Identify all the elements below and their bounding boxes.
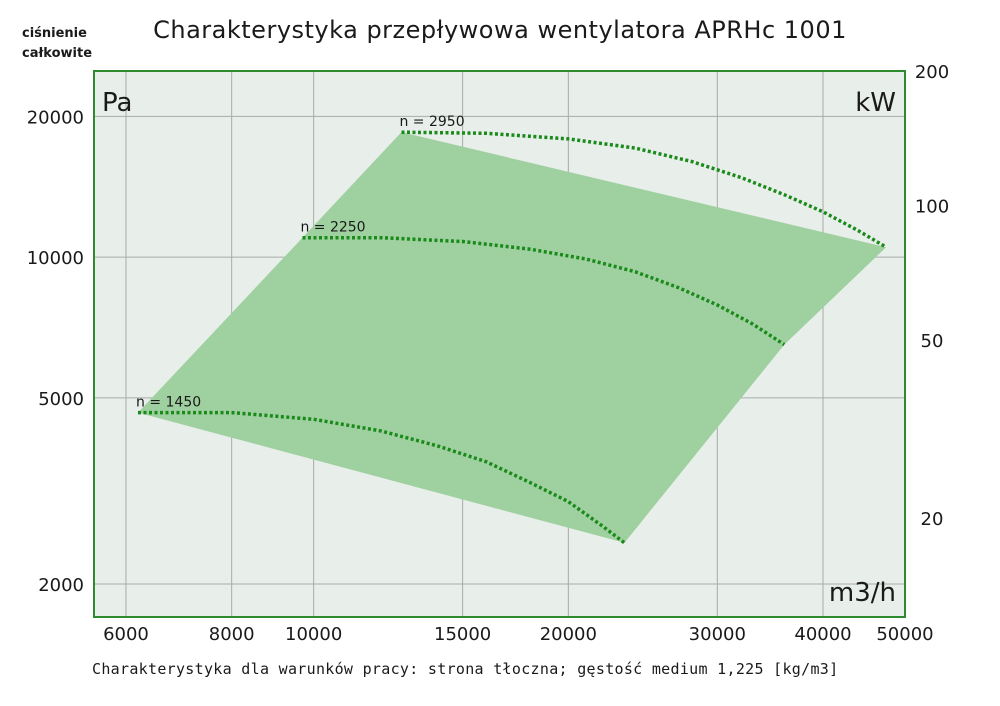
chart-title: Charakterystyka przepływowa wentylatora … [153, 16, 847, 44]
x-tick-label: 50000 [876, 624, 933, 645]
x-axis-unit-label: m3/h [829, 578, 896, 608]
x-tick-label: 8000 [209, 624, 255, 645]
fan-curve-3 [401, 130, 888, 249]
curve-label-2: n = 2250 [300, 220, 365, 236]
fan-curves: n = 1450 n = 2250 n = 2950 [136, 114, 888, 545]
curve-label-3: n = 2950 [399, 114, 464, 130]
y2-tick-label: 100 [915, 197, 949, 218]
operating-region [138, 132, 887, 543]
x-tick-label: 20000 [540, 624, 597, 645]
x-tick-label: 40000 [794, 624, 851, 645]
corner-label: ciśnienie całkowite [22, 24, 92, 64]
y2-tick-label: 50 [921, 331, 944, 352]
y2-tick-label: 20 [921, 509, 944, 530]
x-tick-label: 6000 [103, 624, 149, 645]
fan-curve-1 [138, 410, 626, 545]
y-axis-unit-label: Pa [102, 88, 132, 118]
x-tick-label: 30000 [689, 624, 746, 645]
plot-frame [93, 70, 906, 618]
y2-tick-label: 200 [915, 62, 949, 83]
corner-label-line1: ciśnienie [22, 26, 87, 41]
corner-label-line2: całkowite [22, 46, 93, 61]
curve-label-1: n = 1450 [136, 395, 201, 411]
y-tick-label: 2000 [38, 575, 84, 596]
y2-axis-unit-label: kW [855, 88, 896, 118]
x-tick-label: 15000 [434, 624, 491, 645]
x-tick-label: 10000 [285, 624, 342, 645]
y-tick-label: 10000 [27, 248, 84, 269]
fan-curve-2 [302, 235, 786, 347]
footnote: Charakterystyka dla warunków pracy: stro… [92, 660, 839, 678]
y-tick-label: 20000 [27, 107, 84, 128]
tick-labels: 6000 8000 10000 15000 20000 30000 40000 50000 20… [27, 62, 949, 645]
y-tick-label: 5000 [38, 389, 84, 410]
